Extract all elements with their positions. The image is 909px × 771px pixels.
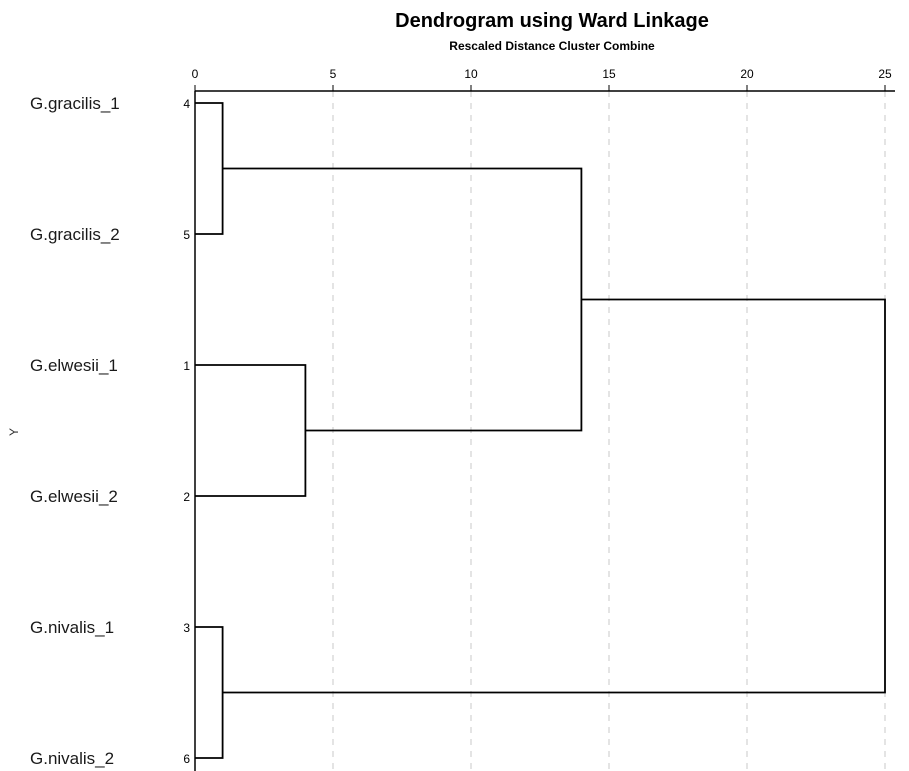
chart-title: Dendrogram using Ward Linkage [395, 10, 709, 32]
x-tick-label: 5 [330, 67, 337, 81]
leaf-id: 2 [183, 490, 190, 504]
leaf-label: G.elwesii_1 [30, 356, 118, 375]
leaf-id: 6 [183, 752, 190, 766]
y-axis-label: Y [7, 428, 21, 436]
dendrogram-links [195, 102, 886, 759]
x-tick-label: 15 [602, 67, 616, 81]
x-tick-label: 0 [192, 67, 199, 81]
leaf-id: 3 [183, 621, 190, 635]
leaf-label: G.elwesii_2 [30, 487, 118, 506]
x-axis: 0 5 10 15 20 25 [192, 67, 895, 771]
dendrogram-merge-2 [195, 364, 307, 497]
leaf-label: G.nivalis_1 [30, 618, 114, 637]
leaf-label: G.gracilis_2 [30, 225, 120, 244]
leaf-labels: G.gracilis_1 4 G.gracilis_2 5 G.elwesii_1 1 G.… [30, 94, 190, 768]
x-tick-label: 10 [464, 67, 478, 81]
leaf-id: 4 [183, 97, 190, 111]
x-tick-label: 20 [740, 67, 754, 81]
dendrogram-merge-3 [222, 167, 583, 432]
leaf-id: 5 [183, 228, 190, 242]
x-tick-label: 25 [878, 67, 892, 81]
dendrogram-merge-0 [195, 102, 224, 235]
leaf-label: G.gracilis_1 [30, 94, 120, 113]
leaf-id: 1 [183, 359, 190, 373]
chart-subtitle: Rescaled Distance Cluster Combine [449, 39, 655, 53]
dendrogram-merge-1 [195, 626, 224, 759]
leaf-label: G.nivalis_2 [30, 749, 114, 768]
dendrogram-merge-4 [222, 298, 886, 694]
